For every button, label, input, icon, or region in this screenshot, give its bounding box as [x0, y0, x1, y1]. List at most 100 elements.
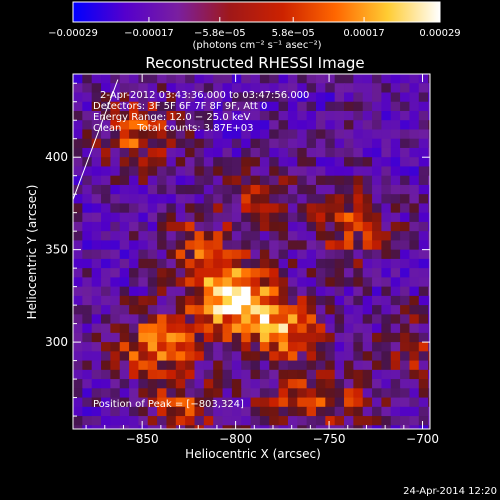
- heatmap-cell: [82, 305, 93, 315]
- heatmap-cell: [334, 379, 345, 389]
- heatmap-cell: [157, 194, 168, 205]
- heatmap-cell: [231, 323, 242, 334]
- heatmap-cell: [194, 138, 205, 149]
- heatmap-cell: [91, 369, 102, 380]
- heatmap-cell: [362, 138, 373, 149]
- heatmap-cell: [400, 83, 411, 94]
- heatmap-cell: [119, 277, 130, 288]
- heatmap-cell: [194, 258, 205, 269]
- heatmap-cell: [315, 74, 326, 84]
- heatmap-cell: [241, 360, 252, 371]
- heatmap-cell: [259, 166, 270, 177]
- heatmap-cell: [175, 277, 186, 288]
- heatmap-cell: [306, 249, 317, 260]
- heatmap-cell: [73, 406, 83, 417]
- heatmap-cell: [185, 249, 196, 260]
- y-axis-label: Heliocentric Y (arcsec): [25, 185, 39, 320]
- heatmap-cell: [157, 203, 168, 214]
- heatmap-cell: [110, 388, 121, 399]
- heatmap-cell: [119, 184, 130, 195]
- heatmap-cell: [203, 221, 214, 232]
- heatmap-cell: [241, 74, 252, 84]
- heatmap-cell: [203, 277, 214, 288]
- heatmap-cell: [213, 157, 224, 168]
- heatmap-cell: [409, 184, 420, 195]
- heatmap-cell: [372, 240, 383, 251]
- heatmap-cell: [138, 277, 149, 288]
- heatmap-cell: [166, 83, 177, 94]
- heatmap-cell: [306, 397, 317, 408]
- heatmap-cell: [278, 351, 289, 362]
- heatmap-cell: [231, 194, 242, 205]
- heatmap-cell: [138, 258, 149, 269]
- heatmap-cell: [428, 295, 430, 306]
- heatmap-cell: [278, 277, 289, 288]
- heatmap-cell: [110, 249, 121, 260]
- heatmap-cell: [194, 342, 205, 352]
- heatmap-cell: [166, 425, 177, 429]
- heatmap-cell: [129, 360, 140, 371]
- heatmap-cell: [344, 194, 354, 205]
- heatmap-cell: [138, 286, 149, 297]
- heatmap-cell: [157, 129, 168, 140]
- heatmap-cell: [119, 147, 130, 158]
- heatmap-cell: [222, 157, 233, 168]
- heatmap-cell: [147, 360, 158, 371]
- heatmap-cell: [306, 416, 317, 426]
- heatmap-cell: [250, 416, 261, 426]
- heatmap-cell: [138, 360, 149, 371]
- heatmap-cell: [381, 184, 392, 195]
- heatmap-cell: [250, 425, 261, 429]
- heatmap-cell: [194, 203, 205, 214]
- heatmap-cell: [428, 166, 430, 177]
- heatmap-cell: [287, 416, 298, 426]
- heatmap-cell: [175, 360, 186, 371]
- heatmap-cell: [241, 240, 252, 251]
- heatmap-cell: [278, 184, 289, 195]
- heatmap-cell: [400, 129, 411, 140]
- heatmap-cell: [213, 240, 224, 251]
- heatmap-cell: [147, 240, 158, 251]
- heatmap-cell: [194, 101, 205, 112]
- heatmap-cell: [325, 221, 336, 232]
- heatmap-cell: [409, 258, 420, 269]
- heatmap-cell: [353, 416, 364, 426]
- heatmap-cell: [372, 74, 383, 84]
- heatmap-cell: [344, 397, 354, 408]
- heatmap-cell: [315, 332, 326, 343]
- heatmap-cell: [91, 268, 102, 278]
- heatmap-cell: [91, 351, 102, 362]
- heatmap-cell: [110, 305, 121, 315]
- heatmap-cell: [259, 101, 270, 112]
- heatmap-cell: [400, 360, 411, 371]
- heatmap-cell: [409, 83, 420, 94]
- heatmap-cell: [222, 416, 233, 426]
- heatmap-cell: [222, 120, 233, 131]
- heatmap-cell: [353, 351, 364, 362]
- heatmap-cell: [306, 406, 317, 417]
- heatmap-cell: [372, 203, 383, 214]
- heatmap-cell: [185, 342, 196, 352]
- heatmap-cell: [344, 92, 354, 103]
- heatmap-cell: [129, 92, 140, 103]
- heatmap-cell: [175, 203, 186, 214]
- heatmap-cell: [353, 212, 364, 223]
- heatmap-cell: [101, 157, 111, 168]
- heatmap-cell: [297, 231, 308, 242]
- heatmap-cell: [110, 286, 121, 297]
- heatmap-cell: [372, 83, 383, 94]
- heatmap-cell: [175, 406, 186, 417]
- heatmap-cell: [315, 194, 326, 205]
- heatmap-cell: [101, 286, 111, 297]
- heatmap-cell: [73, 360, 83, 371]
- heatmap-cell: [278, 212, 289, 223]
- heatmap-cell: [372, 360, 383, 371]
- heatmap-cell: [390, 332, 401, 343]
- heatmap-cell: [278, 203, 289, 214]
- heatmap-cell: [166, 314, 177, 325]
- heatmap-cell: [428, 101, 430, 112]
- heatmap-cell: [203, 249, 214, 260]
- heatmap-cell: [315, 351, 326, 362]
- heatmap-cell: [138, 295, 149, 306]
- heatmap-cell: [278, 147, 289, 158]
